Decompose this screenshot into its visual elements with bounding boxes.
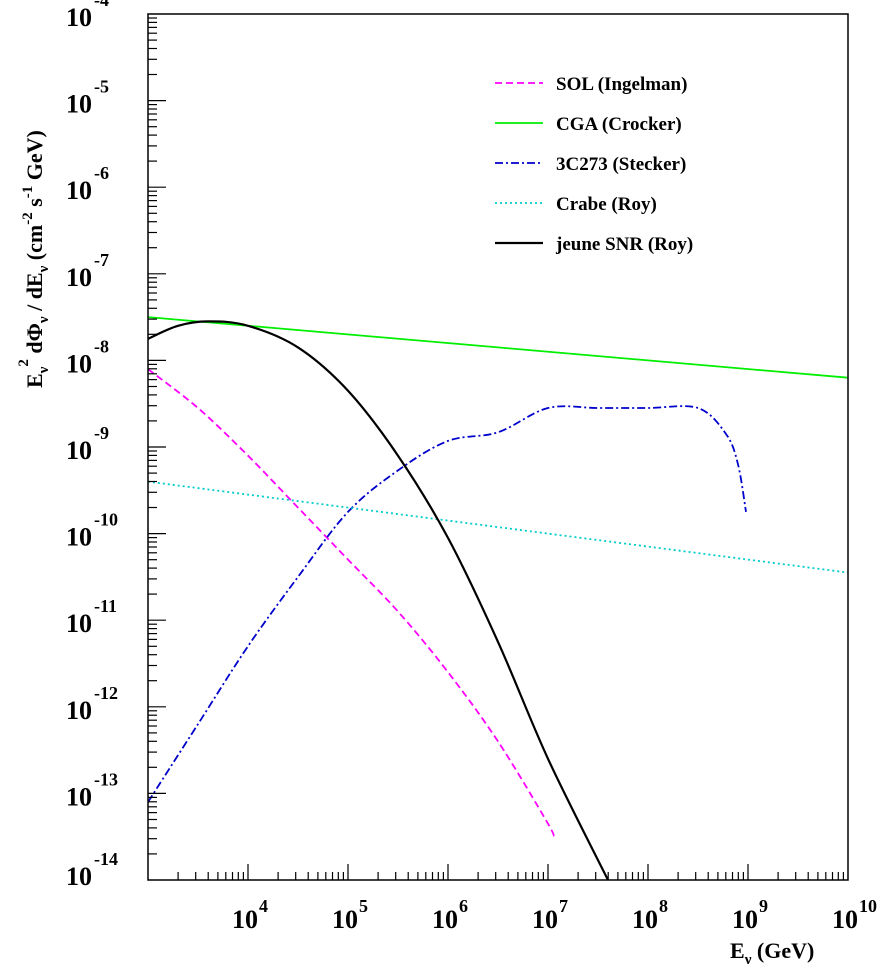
legend-label-1: CGA (Crocker) xyxy=(556,114,682,135)
series-line-0 xyxy=(148,368,555,838)
x-axis-tick-labels: 104 105 106 107 108 109 1010 xyxy=(232,896,877,934)
y-axis-label: Eν2 dΦν / dEν (cm-2 s-1 GeV) xyxy=(16,130,52,388)
x-tick-label: 106 xyxy=(432,896,468,934)
y-tick-label: 10-11 xyxy=(66,596,117,638)
legend-label-2: 3C273 (Stecker) xyxy=(556,154,686,175)
series-line-1 xyxy=(148,316,848,379)
y-tick-label: 10-10 xyxy=(66,510,118,552)
y-tick-label: 10-4 xyxy=(66,0,109,32)
y-tick-label: 10-6 xyxy=(66,163,109,205)
x-axis-ticks xyxy=(177,864,845,880)
x-tick-label: 104 xyxy=(232,896,268,934)
x-tick-label: 1010 xyxy=(832,896,877,934)
legend-label-4: jeune SNR (Roy) xyxy=(555,234,693,255)
y-axis-ticks xyxy=(148,17,166,855)
y-tick-label: 10-5 xyxy=(66,77,109,119)
series-line-2 xyxy=(148,405,747,803)
series-line-3 xyxy=(148,480,848,574)
series-layer xyxy=(148,316,848,880)
x-tick-label: 109 xyxy=(732,896,768,934)
legend: SOL (Ingelman) CGA (Crocker) 3C273 (Stecke… xyxy=(495,74,693,255)
y-tick-label: 10-13 xyxy=(66,769,118,811)
legend-label-3: Crabe (Roy) xyxy=(556,194,657,215)
y-tick-label: 10-8 xyxy=(66,336,109,378)
x-tick-label: 108 xyxy=(632,896,668,934)
y-tick-label: 10-14 xyxy=(66,849,118,891)
x-tick-label: 105 xyxy=(332,896,368,934)
series-line-4 xyxy=(148,320,609,880)
y-axis-tick-labels: 10-4 10-5 10-6 10-7 10-8 10-9 10-10 10-11 10-12 1… xyxy=(66,0,118,891)
x-axis-label: Eν (GeV) xyxy=(730,938,814,968)
legend-label-0: SOL (Ingelman) xyxy=(556,74,687,95)
y-tick-label: 10-12 xyxy=(66,683,118,725)
x-tick-label: 107 xyxy=(532,896,568,934)
y-tick-label: 10-9 xyxy=(66,423,109,465)
y-tick-label: 10-7 xyxy=(66,250,109,292)
